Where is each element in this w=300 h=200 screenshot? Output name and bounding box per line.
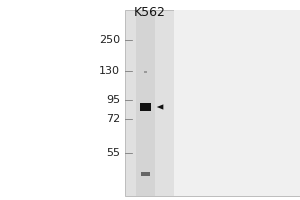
Polygon shape [157, 104, 163, 110]
Bar [124, 10, 300, 196]
Bar [144, 71, 147, 73]
Text: 250: 250 [99, 35, 120, 45]
Bar [136, 10, 155, 196]
Bar [174, 10, 300, 196]
Text: 55: 55 [106, 148, 120, 158]
Bar [140, 103, 151, 111]
Text: K562: K562 [134, 6, 166, 19]
Text: 72: 72 [106, 114, 120, 124]
Text: 95: 95 [106, 95, 120, 105]
Bar [141, 172, 150, 176]
Text: 130: 130 [99, 66, 120, 76]
